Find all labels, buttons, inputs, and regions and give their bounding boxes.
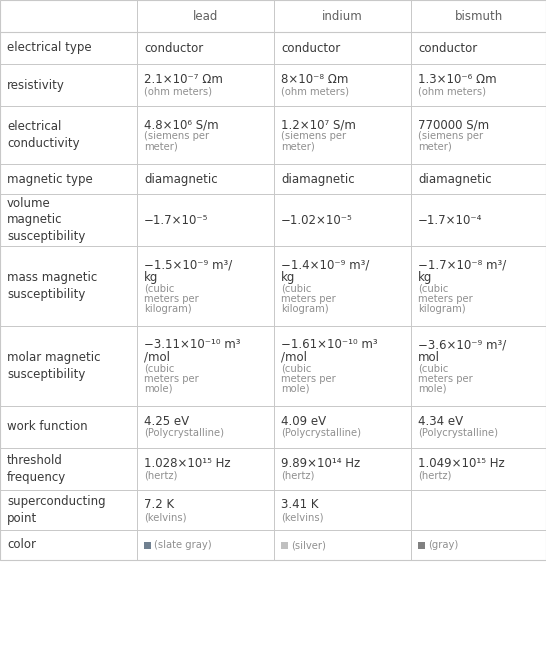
- Text: meter): meter): [144, 141, 178, 151]
- Text: 8×10⁻⁸ Ωm: 8×10⁻⁸ Ωm: [281, 74, 348, 86]
- Text: 1.3×10⁻⁶ Ωm: 1.3×10⁻⁶ Ωm: [418, 74, 497, 86]
- Text: meters per: meters per: [144, 374, 199, 384]
- Text: electrical
conductivity: electrical conductivity: [7, 120, 80, 150]
- Text: mass magnetic
susceptibility: mass magnetic susceptibility: [7, 271, 97, 301]
- Text: −3.11×10⁻¹⁰ m³: −3.11×10⁻¹⁰ m³: [144, 338, 240, 351]
- Text: /mol: /mol: [281, 351, 307, 364]
- Text: 1.028×10¹⁵ Hz: 1.028×10¹⁵ Hz: [144, 457, 230, 470]
- Text: molar magnetic
susceptibility: molar magnetic susceptibility: [7, 351, 100, 381]
- Text: (hertz): (hertz): [144, 470, 177, 480]
- Text: /mol: /mol: [144, 351, 170, 364]
- Text: (cubic: (cubic: [281, 364, 311, 374]
- Text: (kelvins): (kelvins): [144, 512, 187, 522]
- Text: indium: indium: [322, 9, 363, 22]
- Text: (cubic: (cubic: [418, 364, 448, 374]
- Text: (cubic: (cubic: [281, 284, 311, 293]
- Text: (ohm meters): (ohm meters): [144, 86, 212, 96]
- Text: (hertz): (hertz): [281, 470, 314, 480]
- Text: resistivity: resistivity: [7, 78, 65, 91]
- Text: mole): mole): [144, 384, 173, 394]
- Text: 9.89×10¹⁴ Hz: 9.89×10¹⁴ Hz: [281, 457, 360, 470]
- Text: diamagnetic: diamagnetic: [144, 172, 218, 186]
- Text: 770000 S/m: 770000 S/m: [418, 118, 489, 132]
- Text: 4.25 eV: 4.25 eV: [144, 415, 189, 428]
- Text: threshold
frequency: threshold frequency: [7, 454, 66, 484]
- Text: kg: kg: [144, 270, 158, 284]
- Text: conductor: conductor: [418, 41, 477, 55]
- Text: 3.41 K: 3.41 K: [281, 499, 318, 511]
- Text: (siemens per: (siemens per: [144, 132, 209, 141]
- Text: conductor: conductor: [281, 41, 340, 55]
- Text: 4.34 eV: 4.34 eV: [418, 415, 463, 428]
- Bar: [281, 542, 288, 549]
- Text: 4.09 eV: 4.09 eV: [281, 415, 326, 428]
- Text: −1.5×10⁻⁹ m³/: −1.5×10⁻⁹ m³/: [144, 258, 232, 271]
- Text: −1.02×10⁻⁵: −1.02×10⁻⁵: [281, 213, 353, 226]
- Text: kg: kg: [281, 270, 295, 284]
- Text: −1.7×10⁻⁴: −1.7×10⁻⁴: [418, 213, 482, 226]
- Text: mol: mol: [418, 351, 440, 364]
- Text: superconducting
point: superconducting point: [7, 495, 105, 524]
- Text: (Polycrystalline): (Polycrystalline): [418, 428, 498, 438]
- Text: volume
magnetic
susceptibility: volume magnetic susceptibility: [7, 197, 85, 243]
- Text: (slate gray): (slate gray): [154, 540, 212, 550]
- Text: (hertz): (hertz): [418, 470, 452, 480]
- Text: meters per: meters per: [418, 293, 473, 304]
- Text: meter): meter): [418, 141, 452, 151]
- Text: −3.6×10⁻⁹ m³/: −3.6×10⁻⁹ m³/: [418, 338, 506, 351]
- Text: 4.8×10⁶ S/m: 4.8×10⁶ S/m: [144, 118, 218, 132]
- Text: 2.1×10⁻⁷ Ωm: 2.1×10⁻⁷ Ωm: [144, 74, 223, 86]
- Text: (Polycrystalline): (Polycrystalline): [281, 428, 361, 438]
- Text: meters per: meters per: [144, 293, 199, 304]
- Text: kg: kg: [418, 270, 432, 284]
- Text: diamagnetic: diamagnetic: [418, 172, 491, 186]
- Text: mole): mole): [418, 384, 447, 394]
- Text: lead: lead: [193, 9, 218, 22]
- Text: (ohm meters): (ohm meters): [418, 86, 486, 96]
- Text: work function: work function: [7, 420, 87, 434]
- Text: kilogram): kilogram): [144, 304, 192, 314]
- Bar: [144, 542, 151, 549]
- Text: −1.7×10⁻⁵: −1.7×10⁻⁵: [144, 213, 209, 226]
- Text: color: color: [7, 538, 36, 551]
- Text: bismuth: bismuth: [454, 9, 503, 22]
- Text: meters per: meters per: [281, 374, 336, 384]
- Text: (ohm meters): (ohm meters): [281, 86, 349, 96]
- Text: diamagnetic: diamagnetic: [281, 172, 354, 186]
- Text: (siemens per: (siemens per: [418, 132, 483, 141]
- Text: (kelvins): (kelvins): [281, 512, 323, 522]
- Text: (cubic: (cubic: [144, 364, 174, 374]
- Text: 1.2×10⁷ S/m: 1.2×10⁷ S/m: [281, 118, 356, 132]
- Text: kilogram): kilogram): [418, 304, 466, 314]
- Text: (cubic: (cubic: [418, 284, 448, 293]
- Text: conductor: conductor: [144, 41, 203, 55]
- Text: −1.61×10⁻¹⁰ m³: −1.61×10⁻¹⁰ m³: [281, 338, 378, 351]
- Text: mole): mole): [281, 384, 310, 394]
- Text: meters per: meters per: [418, 374, 473, 384]
- Bar: [0, 0, 546, 560]
- Text: 1.049×10¹⁵ Hz: 1.049×10¹⁵ Hz: [418, 457, 505, 470]
- Text: magnetic type: magnetic type: [7, 172, 93, 186]
- Text: (silver): (silver): [291, 540, 326, 550]
- Text: meter): meter): [281, 141, 314, 151]
- Text: (cubic: (cubic: [144, 284, 174, 293]
- Text: kilogram): kilogram): [281, 304, 329, 314]
- Text: electrical type: electrical type: [7, 41, 92, 55]
- Text: 7.2 K: 7.2 K: [144, 499, 174, 511]
- Text: (gray): (gray): [428, 540, 458, 550]
- Text: (siemens per: (siemens per: [281, 132, 346, 141]
- Text: (Polycrystalline): (Polycrystalline): [144, 428, 224, 438]
- Text: −1.7×10⁻⁸ m³/: −1.7×10⁻⁸ m³/: [418, 258, 506, 271]
- Text: meters per: meters per: [281, 293, 336, 304]
- Bar: [418, 542, 425, 549]
- Text: −1.4×10⁻⁹ m³/: −1.4×10⁻⁹ m³/: [281, 258, 370, 271]
